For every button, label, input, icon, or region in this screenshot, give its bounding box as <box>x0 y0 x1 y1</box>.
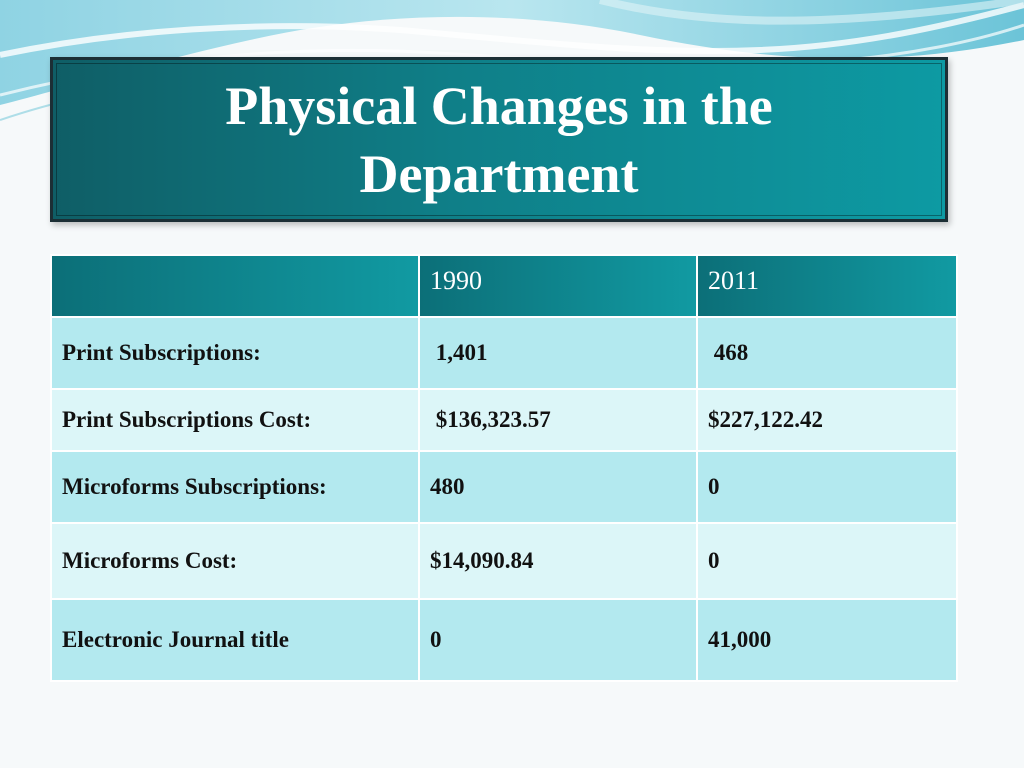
value-1990: $14,090.84 <box>418 522 698 600</box>
value-1990: $136,323.57 <box>418 388 698 452</box>
header-cell-2011: 2011 <box>696 254 958 318</box>
slide-title: Physical Changes in the Department <box>53 72 945 208</box>
value-1990: 480 <box>418 450 698 524</box>
value-2011: 41,000 <box>696 598 958 682</box>
comparison-table: 1990 2011 Print Subscriptions: 1,401 468… <box>50 254 958 682</box>
row-label: Print Subscriptions: <box>50 316 420 390</box>
value-2011: 468 <box>696 316 958 390</box>
value-2011: 0 <box>696 450 958 524</box>
table-row: Electronic Journal title 0 41,000 <box>50 598 958 682</box>
value-1990: 0 <box>418 598 698 682</box>
header-cell-1990: 1990 <box>418 254 698 318</box>
table-row: Microforms Cost: $14,090.84 0 <box>50 522 958 600</box>
value-2011: 0 <box>696 522 958 600</box>
title-banner: Physical Changes in the Department <box>50 57 948 222</box>
value-2011: $227,122.42 <box>696 388 958 452</box>
table-header-row: 1990 2011 <box>50 254 958 318</box>
row-label: Electronic Journal title <box>50 598 420 682</box>
row-label: Microforms Cost: <box>50 522 420 600</box>
table-row: Print Subscriptions Cost: $136,323.57 $2… <box>50 388 958 452</box>
table-row: Print Subscriptions: 1,401 468 <box>50 316 958 390</box>
value-1990: 1,401 <box>418 316 698 390</box>
row-label: Microforms Subscriptions: <box>50 450 420 524</box>
header-cell-empty <box>50 254 420 318</box>
table-row: Microforms Subscriptions: 480 0 <box>50 450 958 524</box>
title-line-2: Department <box>359 143 639 204</box>
row-label: Print Subscriptions Cost: <box>50 388 420 452</box>
title-line-1: Physical Changes in the <box>225 75 773 136</box>
